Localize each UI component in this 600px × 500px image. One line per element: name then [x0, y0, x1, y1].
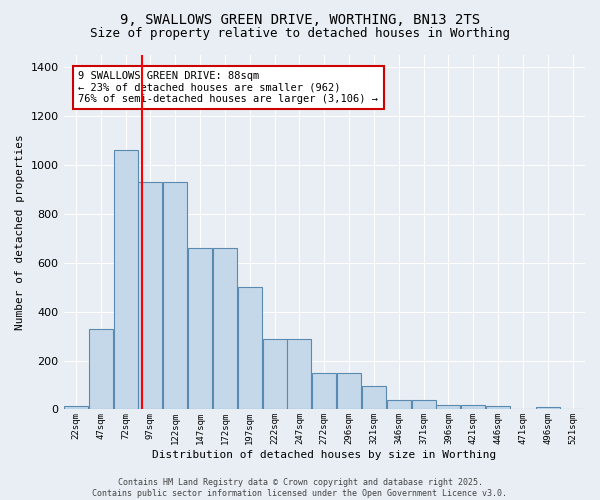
Text: 9, SWALLOWS GREEN DRIVE, WORTHING, BN13 2TS: 9, SWALLOWS GREEN DRIVE, WORTHING, BN13 …	[120, 12, 480, 26]
Y-axis label: Number of detached properties: Number of detached properties	[15, 134, 25, 330]
Bar	[461, 404, 485, 409]
Bar	[163, 182, 187, 410]
Bar	[312, 373, 337, 410]
Bar	[238, 287, 262, 410]
Bar	[412, 400, 436, 409]
Bar	[536, 408, 560, 410]
Text: Size of property relative to detached houses in Worthing: Size of property relative to detached ho…	[90, 28, 510, 40]
Text: 9 SWALLOWS GREEN DRIVE: 88sqm
← 23% of detached houses are smaller (962)
76% of : 9 SWALLOWS GREEN DRIVE: 88sqm ← 23% of d…	[79, 71, 379, 104]
Bar	[436, 404, 460, 409]
Bar	[113, 150, 137, 410]
Bar	[337, 373, 361, 410]
Bar	[362, 386, 386, 409]
Bar	[64, 406, 88, 409]
Bar	[89, 329, 113, 409]
Bar	[387, 400, 411, 409]
Bar	[188, 248, 212, 410]
Bar	[139, 182, 163, 410]
X-axis label: Distribution of detached houses by size in Worthing: Distribution of detached houses by size …	[152, 450, 496, 460]
Bar	[287, 338, 311, 409]
Text: Contains HM Land Registry data © Crown copyright and database right 2025.
Contai: Contains HM Land Registry data © Crown c…	[92, 478, 508, 498]
Bar	[213, 248, 237, 410]
Bar	[263, 338, 287, 409]
Bar	[486, 406, 510, 410]
